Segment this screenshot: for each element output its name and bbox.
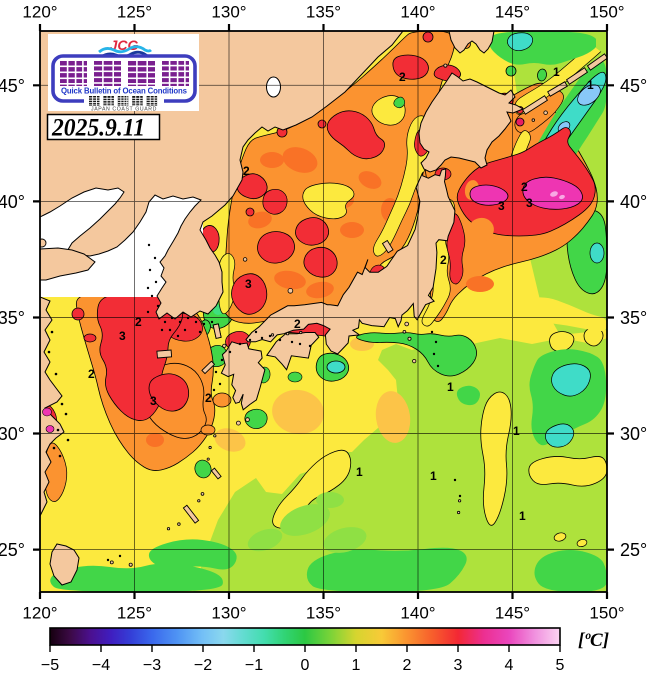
svg-text:3: 3 (498, 199, 505, 213)
svg-text:2: 2 (135, 315, 142, 329)
svg-text:35°: 35° (0, 308, 25, 328)
svg-text:0: 0 (301, 657, 310, 674)
svg-text:125°: 125° (117, 3, 152, 22)
svg-text:150°: 150° (589, 604, 624, 623)
svg-text:2: 2 (403, 657, 412, 674)
svg-text:130°: 130° (211, 604, 246, 623)
svg-text:−1: −1 (245, 657, 263, 674)
svg-text:2: 2 (205, 391, 212, 405)
svg-text:1: 1 (430, 469, 437, 483)
svg-text:1: 1 (352, 657, 361, 674)
svg-text:−2: −2 (194, 657, 212, 674)
svg-text:3: 3 (245, 277, 252, 291)
svg-text:40°: 40° (0, 192, 25, 212)
svg-text:1: 1 (519, 509, 526, 523)
svg-text:1: 1 (553, 65, 560, 79)
svg-text:3: 3 (454, 657, 463, 674)
svg-text:1: 1 (447, 380, 454, 394)
svg-text:140°: 140° (400, 604, 435, 623)
svg-text:25°: 25° (0, 540, 25, 560)
svg-text:30°: 30° (620, 424, 647, 444)
svg-text:145°: 145° (495, 3, 530, 22)
svg-text:2: 2 (88, 367, 95, 381)
svg-text:135°: 135° (306, 604, 341, 623)
svg-text:40°: 40° (620, 192, 647, 212)
svg-text:140°: 140° (400, 3, 435, 22)
svg-text:−5: −5 (41, 657, 59, 674)
svg-text:120°: 120° (22, 604, 57, 623)
svg-text:25°: 25° (620, 540, 647, 560)
svg-text:1: 1 (356, 465, 363, 479)
svg-text:130°: 130° (211, 3, 246, 22)
svg-text:45°: 45° (0, 76, 25, 96)
svg-text:35°: 35° (620, 308, 647, 328)
svg-text:1: 1 (513, 424, 520, 438)
svg-text:150°: 150° (589, 3, 624, 22)
svg-text:2025.9.11: 2025.9.11 (51, 115, 145, 142)
svg-text:3: 3 (150, 394, 157, 408)
svg-text:2: 2 (294, 317, 301, 331)
svg-text:2: 2 (399, 70, 406, 84)
svg-text:120°: 120° (22, 3, 57, 22)
svg-text:5: 5 (556, 657, 565, 674)
svg-text:1: 1 (587, 78, 594, 92)
svg-text:JAPAN COAST GUARD: JAPAN COAST GUARD (91, 107, 157, 113)
svg-text:Quick Bulletin of Ocean Condit: Quick Bulletin of Ocean Conditions (61, 87, 188, 96)
svg-text:145°: 145° (495, 604, 530, 623)
svg-text:2: 2 (521, 180, 528, 194)
svg-text:30°: 30° (0, 424, 25, 444)
svg-text:[ºC]: [ºC] (578, 630, 609, 651)
svg-text:2: 2 (243, 164, 250, 178)
svg-text:3: 3 (526, 196, 533, 210)
svg-text:125°: 125° (117, 604, 152, 623)
svg-text:−3: −3 (143, 657, 161, 674)
svg-text:2: 2 (440, 253, 447, 267)
svg-text:4: 4 (505, 657, 514, 674)
svg-text:135°: 135° (306, 3, 341, 22)
svg-text:45°: 45° (620, 76, 647, 96)
svg-text:3: 3 (119, 329, 126, 343)
svg-text:−4: −4 (92, 657, 110, 674)
